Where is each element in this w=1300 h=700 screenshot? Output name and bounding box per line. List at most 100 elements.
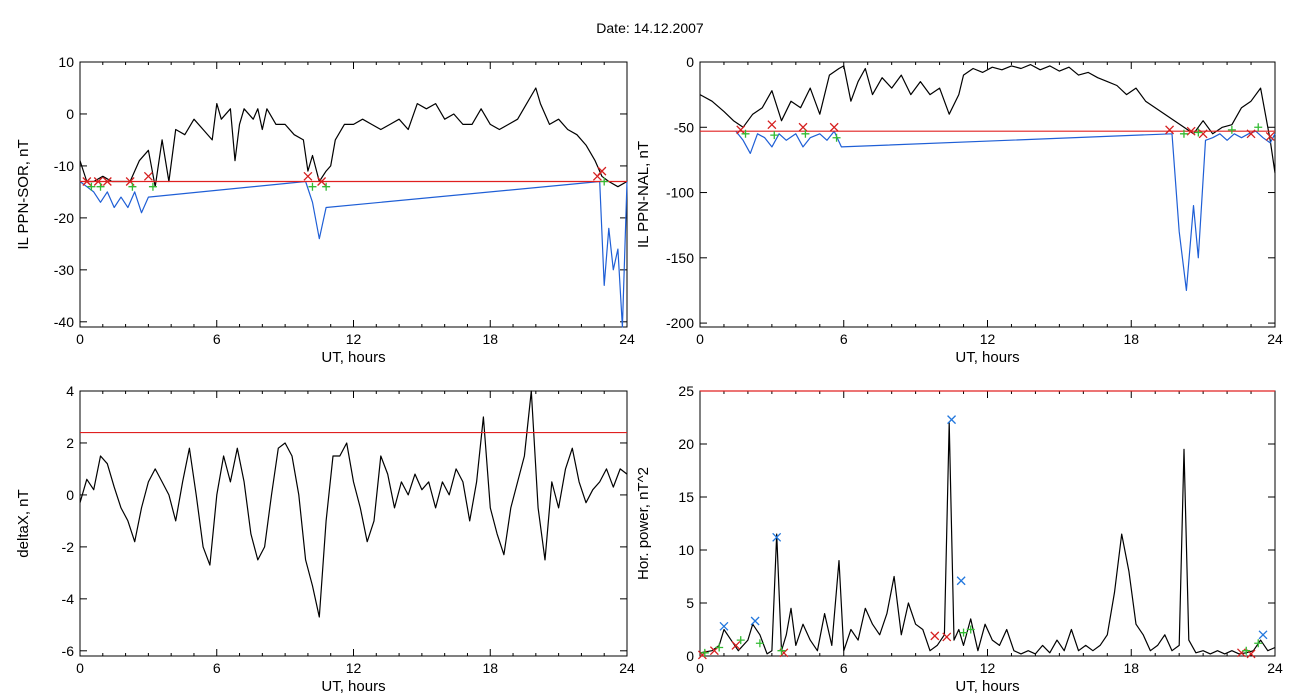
chart4-ytick-label: 25 bbox=[678, 383, 694, 399]
chart3-xtick-label: 0 bbox=[76, 660, 84, 676]
chart1-marker-red bbox=[82, 177, 92, 186]
chart4-marker-blue bbox=[772, 532, 782, 542]
chart1-plot-frame bbox=[79, 61, 628, 328]
chart1-xtick-label: 6 bbox=[213, 331, 221, 347]
chart3-ytick-label: -6 bbox=[62, 643, 75, 659]
chart1-ytick-label: -20 bbox=[54, 210, 74, 226]
chart2-marker-red bbox=[1265, 131, 1275, 141]
chart3-xtick-label: 12 bbox=[346, 660, 362, 676]
chart2-series-2-line bbox=[735, 130, 1276, 291]
chart4-ytick-label: 10 bbox=[678, 542, 694, 558]
chart4-marker-green bbox=[959, 628, 968, 637]
chart4-xtick-label: 0 bbox=[696, 660, 704, 676]
chart1-xtick-label: 18 bbox=[482, 331, 498, 347]
chart2-marker-red bbox=[1165, 125, 1175, 135]
chart2-marker-red bbox=[736, 125, 746, 135]
chart2-marker-green bbox=[801, 129, 810, 138]
chart3-xaxis-label: UT, hours bbox=[321, 678, 385, 695]
chart4-ytick-label: 5 bbox=[686, 595, 694, 611]
chart3-ytick-label: 0 bbox=[66, 487, 74, 503]
chart2-marker-green bbox=[832, 133, 841, 142]
chart3-plot-frame bbox=[79, 390, 628, 657]
chart4-marker-red bbox=[942, 632, 952, 642]
chart2-marker-green bbox=[770, 131, 779, 140]
chart2-marker-red bbox=[1198, 129, 1208, 139]
chart4-marker-blue bbox=[750, 616, 760, 626]
chart3-xtick-label: 18 bbox=[482, 660, 498, 676]
chart2-ytick-label: -100 bbox=[666, 185, 694, 201]
chart3-yaxis-label: deltaX, nT bbox=[15, 489, 32, 557]
chart2-marker-green bbox=[741, 129, 750, 138]
chart4-yaxis-label: Hor. power, nT^2 bbox=[635, 467, 652, 580]
chart1-xtick-label: 12 bbox=[346, 331, 362, 347]
chart1-marker-red bbox=[303, 171, 313, 181]
chart4-marker-blue bbox=[947, 415, 957, 425]
chart1-marker-red bbox=[597, 166, 607, 176]
chart4-xtick-label: 18 bbox=[1123, 660, 1139, 676]
chart1-marker-green bbox=[128, 182, 137, 191]
chart4-marker-green bbox=[1242, 646, 1251, 655]
chart2-series-1-line bbox=[699, 63, 1276, 174]
chart4-xaxis-label: UT, hours bbox=[955, 678, 1019, 695]
chart2-marker-red bbox=[1186, 126, 1196, 136]
chart3-ytick-label: 4 bbox=[66, 383, 74, 399]
chart4-xtick-label: 24 bbox=[1267, 660, 1283, 676]
chart4-xtick-label: 12 bbox=[980, 660, 996, 676]
chart2-xtick-label: 0 bbox=[696, 331, 704, 347]
chart2-ytick-label: -150 bbox=[666, 250, 694, 266]
chart4-marker-red bbox=[930, 631, 940, 641]
chart4-series-1-line bbox=[699, 422, 1276, 655]
chart1-marker-green bbox=[600, 177, 609, 186]
chart1-ytick-label: 10 bbox=[58, 54, 74, 70]
chart1-marker-green bbox=[308, 182, 317, 191]
chart1-ytick-label: -30 bbox=[54, 262, 74, 278]
chart3-ytick-label: -2 bbox=[62, 539, 75, 555]
chart3-ytick-label: -4 bbox=[62, 591, 75, 607]
chart1-marker-green bbox=[322, 182, 331, 191]
chart2-xtick-label: 18 bbox=[1123, 331, 1139, 347]
chart1-ytick-label: -40 bbox=[54, 314, 74, 330]
chart2-ytick-label: -200 bbox=[666, 315, 694, 331]
chart1-ytick-label: 0 bbox=[66, 106, 74, 122]
chart4-marker-green bbox=[966, 625, 975, 634]
chart3-xtick-label: 6 bbox=[213, 660, 221, 676]
chart1-xtick-label: 0 bbox=[76, 331, 84, 347]
chart1-marker-green bbox=[87, 182, 96, 191]
chart2-marker-green bbox=[1227, 125, 1236, 134]
chart4-marker-blue bbox=[719, 621, 729, 631]
chart1-xtick-label: 24 bbox=[619, 331, 635, 347]
chart3-xtick-label: 24 bbox=[619, 660, 635, 676]
chart4-marker-blue bbox=[956, 576, 966, 586]
chart4-xtick-label: 6 bbox=[840, 660, 848, 676]
chart2-xaxis-label: UT, hours bbox=[955, 349, 1019, 366]
chart4-marker-green bbox=[777, 646, 786, 655]
chart2-xtick-label: 12 bbox=[980, 331, 996, 347]
chart1-yaxis-label: IL PPN-SOR, nT bbox=[15, 139, 32, 249]
chart1-marker-green bbox=[148, 182, 157, 191]
chart1-ytick-label: -10 bbox=[54, 158, 74, 174]
chart2-ytick-label: 0 bbox=[686, 54, 694, 70]
chart4-marker-green bbox=[715, 643, 724, 652]
chart2-yaxis-label: IL PPN-NAL, nT bbox=[635, 141, 652, 248]
chart2-marker-green bbox=[1194, 128, 1203, 137]
figure-title: Date: 14.12.2007 bbox=[596, 20, 704, 36]
chart3-ytick-label: 2 bbox=[66, 435, 74, 451]
chart4-marker-green bbox=[700, 648, 709, 657]
chart4-marker-red bbox=[731, 640, 741, 650]
chart1-marker-red bbox=[143, 171, 153, 181]
chart2-xtick-label: 24 bbox=[1267, 331, 1283, 347]
chart4-ytick-label: 20 bbox=[678, 436, 694, 452]
chart1-series-1-line bbox=[79, 87, 628, 188]
chart1-marker-red bbox=[102, 177, 112, 186]
chart2-plot-frame bbox=[699, 61, 1276, 328]
chart4-marker-green bbox=[736, 636, 745, 645]
chart3-series-1-line bbox=[79, 390, 628, 618]
chart4-ytick-label: 15 bbox=[678, 489, 694, 505]
chart1-series-2-line bbox=[79, 180, 628, 328]
chart1-xaxis-label: UT, hours bbox=[321, 349, 385, 366]
chart1-marker-red bbox=[317, 177, 327, 186]
chart2-marker-red bbox=[829, 122, 839, 132]
chart4-marker-green bbox=[1254, 639, 1263, 648]
chart2-marker-green bbox=[1179, 129, 1188, 138]
